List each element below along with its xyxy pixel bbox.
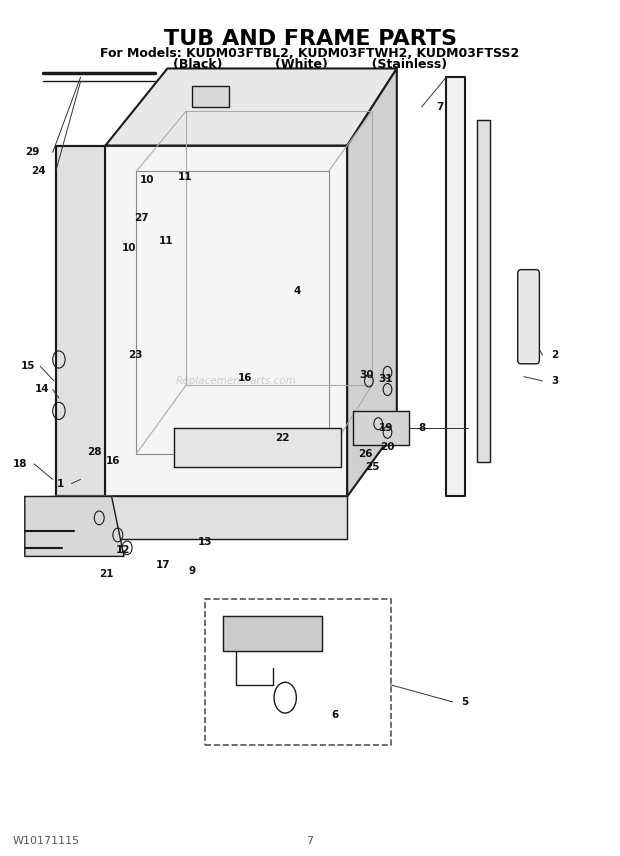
- Text: 31: 31: [378, 374, 393, 384]
- Text: 28: 28: [87, 447, 102, 457]
- Text: 12: 12: [115, 544, 130, 555]
- FancyBboxPatch shape: [518, 270, 539, 364]
- Text: 29: 29: [25, 147, 40, 158]
- Text: 26: 26: [358, 449, 373, 459]
- FancyBboxPatch shape: [192, 86, 229, 107]
- Text: 27: 27: [134, 213, 149, 223]
- Text: 4: 4: [294, 286, 301, 296]
- Polygon shape: [446, 77, 465, 496]
- Text: 5: 5: [461, 697, 469, 707]
- Polygon shape: [223, 616, 322, 651]
- Text: 21: 21: [99, 568, 114, 579]
- Text: 11: 11: [177, 172, 192, 182]
- Text: 7: 7: [436, 102, 444, 112]
- FancyBboxPatch shape: [205, 599, 391, 745]
- Text: 22: 22: [275, 433, 290, 443]
- Text: 8: 8: [418, 423, 425, 433]
- Text: 15: 15: [20, 361, 35, 372]
- Text: 11: 11: [159, 236, 174, 247]
- Text: 10: 10: [122, 243, 136, 253]
- Polygon shape: [25, 496, 124, 556]
- Text: 7: 7: [306, 835, 314, 846]
- Text: 2: 2: [551, 350, 559, 360]
- Text: 16: 16: [237, 373, 252, 383]
- Text: 24: 24: [31, 166, 46, 176]
- Polygon shape: [353, 411, 409, 445]
- Text: 25: 25: [365, 461, 379, 472]
- Polygon shape: [50, 496, 347, 539]
- Polygon shape: [105, 68, 397, 146]
- Text: 10: 10: [140, 175, 155, 185]
- Text: TUB AND FRAME PARTS: TUB AND FRAME PARTS: [164, 28, 456, 49]
- Polygon shape: [105, 146, 347, 496]
- Text: 19: 19: [378, 423, 393, 433]
- Text: (Black)            (White)          (Stainless): (Black) (White) (Stainless): [173, 57, 447, 71]
- Text: 13: 13: [197, 537, 212, 547]
- Polygon shape: [56, 146, 105, 496]
- Text: For Models: KUDM03FTBL2, KUDM03FTWH2, KUDM03FTSS2: For Models: KUDM03FTBL2, KUDM03FTWH2, KU…: [100, 46, 520, 60]
- Text: 16: 16: [106, 455, 121, 466]
- Text: 3: 3: [551, 376, 559, 386]
- Text: ReplacementParts.com: ReplacementParts.com: [175, 376, 296, 386]
- Text: 30: 30: [360, 370, 374, 380]
- Text: 9: 9: [188, 566, 196, 576]
- Text: 14: 14: [35, 384, 50, 395]
- Text: 17: 17: [156, 560, 171, 570]
- Polygon shape: [174, 428, 341, 467]
- Text: W10171115: W10171115: [12, 835, 79, 846]
- Text: 1: 1: [57, 479, 64, 489]
- Text: 20: 20: [380, 442, 395, 452]
- Text: 6: 6: [331, 710, 339, 720]
- Text: 18: 18: [13, 459, 28, 469]
- Text: 23: 23: [128, 350, 143, 360]
- Polygon shape: [347, 68, 397, 496]
- Polygon shape: [477, 120, 490, 462]
